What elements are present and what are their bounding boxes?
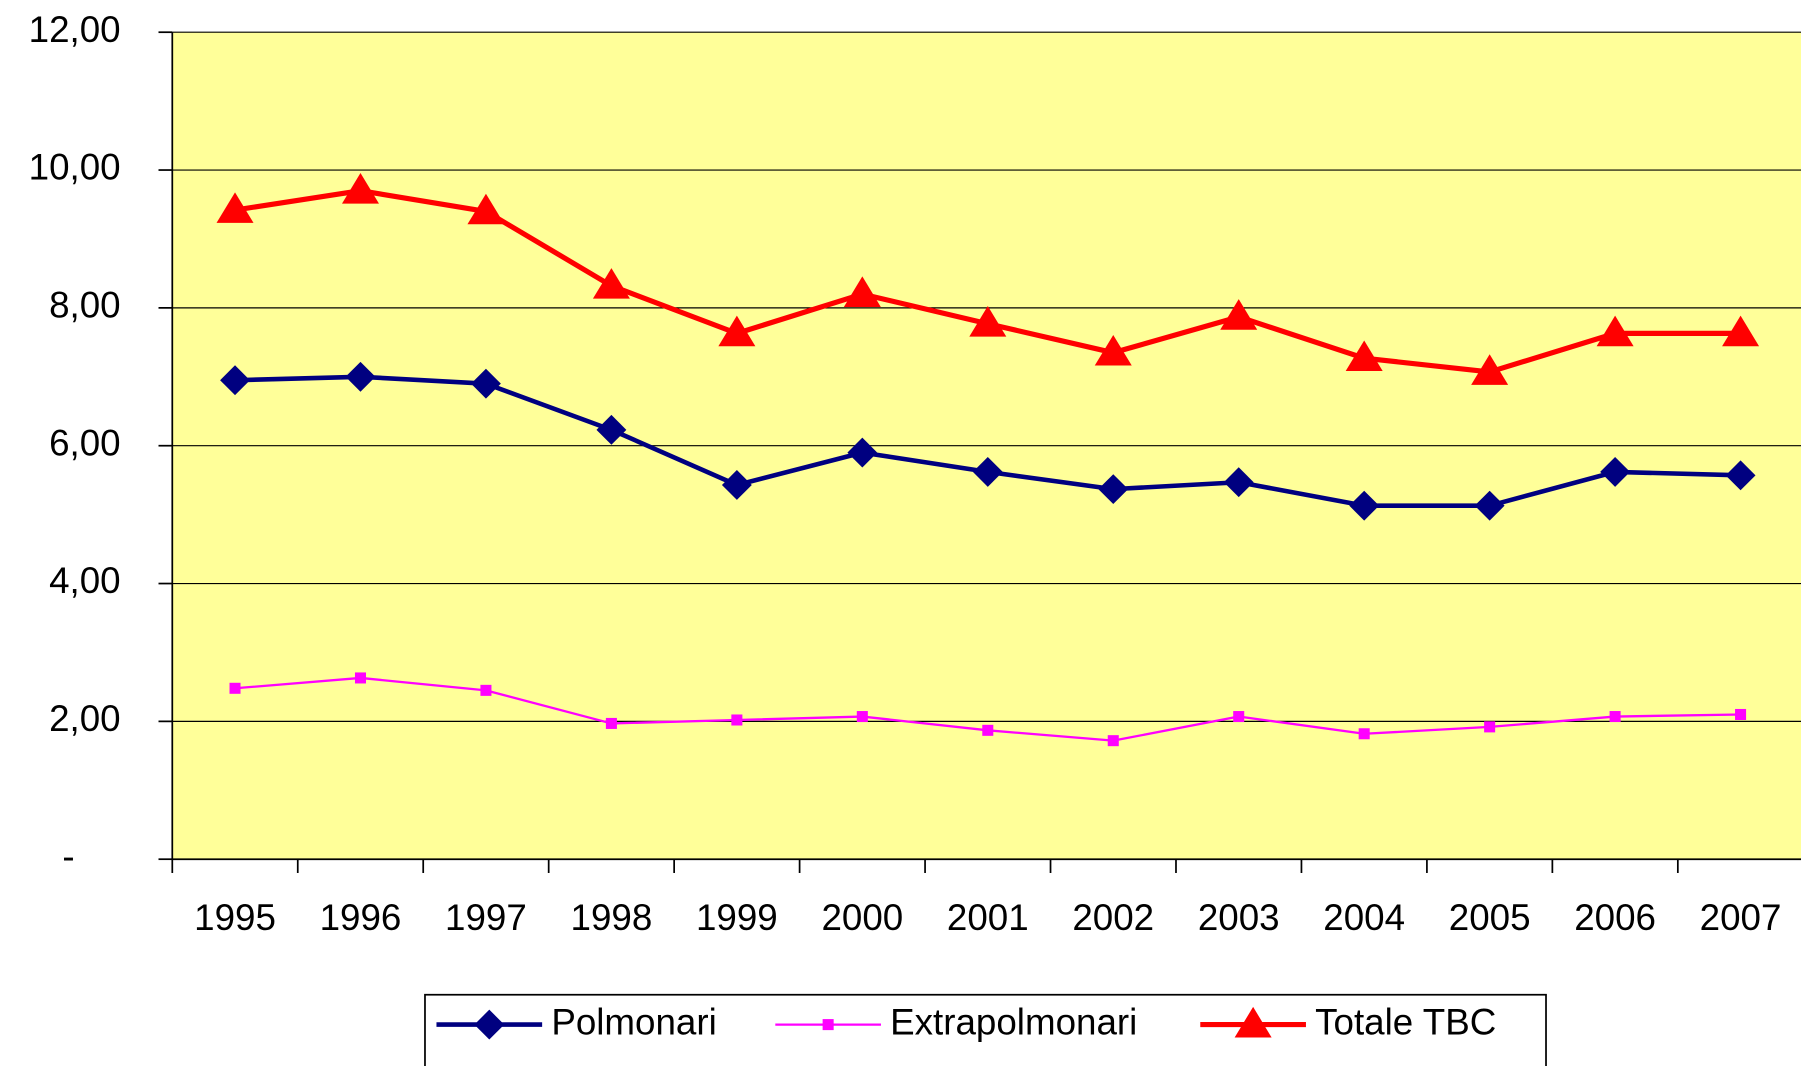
x-tick-label: 2004 [1323,897,1405,938]
marker [596,414,627,445]
marker [1609,711,1621,723]
legend-label: Polmonari [551,1001,716,1042]
x-tick-label: 1996 [320,897,402,938]
y-tick-label: 8,00 [49,285,121,326]
y-tick-label: 4,00 [49,560,121,601]
legend-label: Extrapolmonari [890,1001,1137,1042]
x-tick-label: 2002 [1072,897,1154,938]
marker [1474,490,1505,521]
marker [1722,315,1760,347]
marker [467,193,505,225]
x-tick-label: 1999 [696,897,778,938]
marker [843,276,881,307]
legend-label: Totale TBC [1315,1001,1496,1042]
x-tick-label: 2006 [1574,897,1656,938]
marker [592,268,630,299]
marker [731,714,743,726]
x-tick-label: 1995 [194,897,276,938]
marker [856,711,868,723]
marker [1349,490,1380,521]
x-tick-label: 1998 [571,897,653,938]
marker [1094,334,1132,366]
marker [1358,728,1370,740]
marker [345,361,376,392]
marker [847,437,878,468]
marker [1345,340,1383,372]
y-tick-label: 12,00 [29,9,121,50]
x-tick-label: 1997 [445,897,527,938]
marker [1735,708,1747,720]
y-tick-label: 2,00 [49,698,121,739]
x-tick-label: 2001 [947,897,1029,938]
y-tick-label: - [62,836,74,877]
marker [718,315,756,347]
marker [1233,711,1245,723]
marker [1600,456,1631,487]
marker [220,365,250,396]
marker [216,192,254,223]
marker [354,672,366,684]
legend-box [424,993,1547,1066]
marker [480,684,492,696]
marker [969,306,1007,337]
y-tick-label: 10,00 [29,147,121,188]
marker [341,173,379,204]
marker [982,724,994,736]
marker [229,682,241,694]
y-tick-label: 6,00 [49,422,121,463]
marker [1596,315,1634,347]
marker [1107,735,1119,747]
marker [1484,721,1496,733]
x-tick-label: 2003 [1198,897,1280,938]
marker [972,456,1003,487]
marker [471,368,501,399]
marker [605,717,617,729]
marker [1725,460,1756,491]
marker [1220,299,1258,330]
x-tick-label: 2007 [1700,897,1782,938]
marker [1234,1006,1272,1038]
x-tick-label: 2005 [1449,897,1531,938]
marker [721,470,752,500]
marker [1471,354,1509,385]
marker [822,1019,834,1031]
x-tick-label: 2000 [821,897,903,938]
